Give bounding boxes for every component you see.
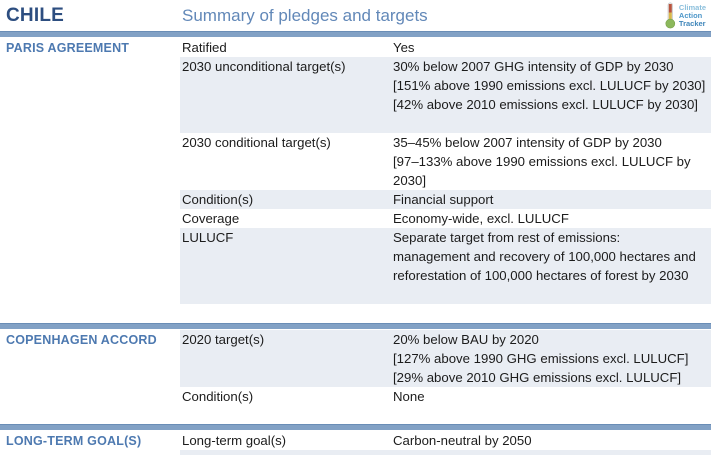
row-value: Carbon-neutral by 2050 [393,431,711,450]
section: PARIS AGREEMENT Ratified Yes 2030 unconditi… [0,38,711,304]
value-line: Financial support [393,192,494,207]
value-line [393,285,711,304]
value-line: [97–133% above 1990 emissions excl. LULU… [393,154,691,169]
row-value: 35–45% below 2007 intensity of GDP by 20… [393,133,711,190]
page-header: CHILE Summary of pledges and targets Cli… [0,0,711,31]
table-row: 2030 unconditional target(s) 30% below 20… [180,57,711,133]
value-line: [151% above 1990 emissions excl. LULUCF … [393,78,706,93]
row-value: 20% below BAU by 2020 [127% above 1990 GH… [393,330,711,387]
row-attribute: LULUCF [182,230,234,245]
row-attribute: 2030 unconditional target(s) [182,59,346,74]
value-line: 30% below 2007 GHG intensity of GDP by 2… [393,59,674,74]
value-line: Yes [393,40,415,55]
row-attribute: 2030 conditional target(s) [182,135,331,150]
value-line: None [393,389,425,404]
row-attribute: Ratified [182,40,227,55]
table-row: LULUCF Separate target from rest of emiss… [180,228,711,304]
section: COPENHAGEN ACCORD 2020 target(s) 20% below… [0,330,711,406]
section-label: PARIS AGREEMENT [6,41,130,55]
section: LONG-TERM GOAL(S) Long-term goal(s) Carbon… [0,431,711,450]
cat-logo: Climate Action Tracker [665,2,706,29]
thermometer-icon [665,2,676,29]
value-line: reforestation of 100,000 hectares of for… [393,268,689,283]
table-row: Condition(s) None [180,387,711,406]
section-divider-bar [0,323,711,329]
row-value: Financial support [393,190,711,209]
value-line: [127% above 1990 GHG emissions excl. LUL… [393,351,689,366]
value-line: [29% above 2010 GHG emissions excl. LULU… [393,370,682,385]
value-line: 35–45% below 2007 intensity of GDP by 20… [393,135,662,150]
table-row: 2020 target(s) 20% below BAU by 2020 [127%… [180,330,711,387]
row-value: Economy-wide, excl. LULUCF [393,209,711,228]
value-line: 2030] [393,173,427,188]
row-attribute: Coverage [182,211,240,226]
row-attribute: Condition(s) [182,192,254,207]
table-row: Ratified Yes [180,38,711,57]
table-row: 2030 conditional target(s) 35–45% below 2… [180,133,711,190]
section-label: LONG-TERM GOAL(S) [6,434,142,448]
logo-word-climate: Climate [678,2,706,12]
value-line: 20% below BAU by 2020 [393,332,539,347]
table-row: Coverage Economy-wide, excl. LULUCF [180,209,711,228]
value-line: management and recovery of 100,000 hecta… [393,249,696,264]
row-value: Separate target from rest of emissions: m… [393,228,711,304]
page-title: Summary of pledges and targets [182,5,428,25]
value-line: Carbon-neutral by 2050 [393,433,532,448]
value-line: Economy-wide, excl. LULUCF [393,211,569,226]
logo-word-action: Action [678,10,703,20]
cat-logo-text: Climate Action Tracker [678,2,706,28]
row-value: 30% below 2007 GHG intensity of GDP by 2… [393,57,711,133]
section-label: COPENHAGEN ACCORD [6,333,157,347]
row-attribute: 2020 target(s) [182,332,265,347]
logo-word-tracker: Tracker [678,18,706,28]
row-attribute: Condition(s) [182,389,254,404]
partial-row [180,450,711,455]
section-divider-bar [0,31,711,37]
sections-container: PARIS AGREEMENT Ratified Yes 2030 unconditi… [0,31,711,450]
table-row: Long-term goal(s) Carbon-neutral by 2050 [180,431,711,450]
section-divider-bar [0,424,711,430]
row-value: None [393,387,711,406]
row-value: Yes [393,38,711,57]
row-attribute: Long-term goal(s) [182,433,287,448]
value-line: [42% above 2010 emissions excl. LULUCF b… [393,97,698,112]
value-line: Separate target from rest of emissions: [393,230,621,245]
country-name: CHILE [6,4,64,26]
table-row: Condition(s) Financial support [180,190,711,209]
value-line [393,114,711,133]
